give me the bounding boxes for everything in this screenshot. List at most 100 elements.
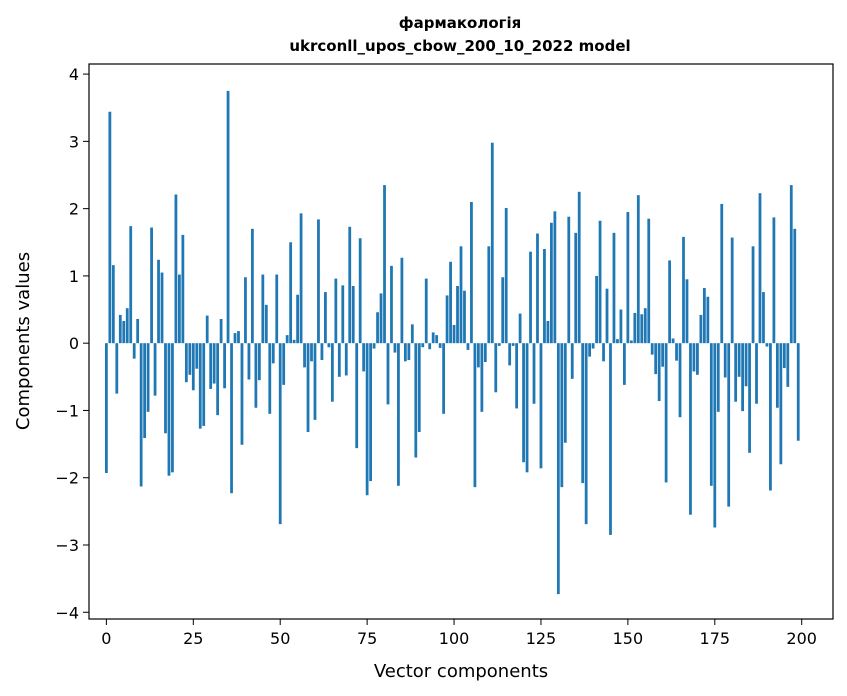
bar-88 [410, 324, 414, 344]
bar-12 [146, 343, 150, 412]
bar-32 [216, 343, 220, 416]
bar-96 [438, 343, 442, 348]
bar-64 [327, 343, 331, 348]
bar-84 [397, 343, 400, 486]
bar-0 [104, 343, 108, 474]
bar-40 [244, 277, 247, 344]
bar-45 [261, 274, 265, 344]
bar-93 [428, 343, 432, 350]
bar-141 [595, 275, 598, 344]
bar-30 [209, 343, 213, 389]
bar-186 [751, 246, 755, 344]
bar-190 [765, 343, 769, 347]
bar-17 [164, 343, 167, 434]
bar-130 [556, 343, 560, 595]
bar-69 [344, 343, 348, 376]
bar-68 [341, 285, 345, 344]
bar-139 [588, 343, 592, 357]
bar-176 [716, 343, 720, 412]
x-tick-label: 25 [183, 629, 203, 648]
bar-55 [296, 294, 299, 344]
bar-153 [636, 195, 640, 344]
bar-11 [143, 343, 147, 439]
bar-170 [696, 343, 699, 375]
bar-100 [452, 325, 456, 344]
x-axis-label: Vector components [374, 661, 548, 682]
bar-29 [205, 315, 209, 344]
chart-title: фармакологія [399, 14, 522, 32]
bar-167 [685, 279, 689, 344]
bar-119 [518, 313, 522, 344]
bar-53 [289, 242, 293, 344]
bar-128 [550, 222, 553, 344]
bar-151 [629, 340, 633, 344]
bar-156 [647, 218, 651, 344]
bar-164 [675, 343, 678, 361]
bar-123 [532, 343, 536, 404]
bar-72 [355, 343, 359, 449]
bar-177 [720, 203, 724, 344]
bar-126 [543, 249, 546, 344]
bar-154 [640, 314, 644, 344]
bar-54 [292, 339, 296, 344]
bar-118 [515, 343, 519, 409]
bar-78 [376, 312, 379, 344]
bar-171 [699, 314, 703, 344]
bar-112 [494, 343, 498, 393]
bar-106 [473, 343, 477, 488]
bar-99 [449, 261, 452, 344]
x-tick-label: 175 [700, 629, 731, 648]
bar-160 [661, 343, 665, 367]
bar-193 [775, 343, 779, 408]
x-tick-label: 0 [101, 629, 111, 648]
bar-124 [536, 233, 539, 344]
bar-31 [212, 343, 216, 384]
bar-22 [181, 234, 185, 344]
bar-80 [383, 185, 386, 344]
bar-6 [125, 308, 129, 344]
bar-76 [369, 343, 372, 482]
bar-33 [219, 318, 223, 344]
bar-191 [769, 343, 772, 491]
bar-94 [431, 332, 435, 344]
bar-62 [320, 343, 324, 360]
bar-79 [379, 293, 383, 344]
bar-14 [153, 343, 157, 396]
bar-9 [136, 318, 140, 344]
y-axis-ticks: −4 −3 −2 −1 0 1 2 3 4 [55, 65, 89, 622]
bar-37 [233, 333, 237, 344]
bar-166 [682, 236, 685, 344]
bar-27 [198, 343, 202, 429]
bar-35 [226, 90, 230, 344]
bar-143 [602, 343, 605, 362]
x-axis-ticks: 0 25 50 75 100 125 150 175 200 [101, 619, 817, 648]
bar-182 [737, 343, 741, 377]
bar-47 [268, 343, 272, 414]
bar-189 [762, 292, 765, 344]
bar-121 [525, 343, 529, 473]
bar-198 [793, 228, 797, 344]
bar-129 [553, 211, 557, 344]
x-tick-label: 200 [786, 629, 817, 648]
bar-50 [278, 343, 282, 525]
bar-36 [230, 343, 233, 494]
bar-180 [730, 237, 734, 344]
bar-73 [358, 238, 362, 344]
y-tick-label: −4 [55, 603, 79, 622]
bar-4 [118, 314, 122, 344]
x-tick-label: 150 [613, 629, 644, 648]
x-tick-label: 75 [357, 629, 377, 648]
y-tick-label: 3 [69, 132, 79, 151]
plot-frame [88, 63, 834, 620]
bar-120 [522, 343, 525, 463]
bar-43 [254, 343, 258, 408]
bar-136 [577, 191, 581, 344]
x-tick-label: 50 [270, 629, 290, 648]
bar-83 [393, 343, 397, 353]
bar-74 [362, 343, 366, 372]
bar-1 [108, 111, 112, 344]
bar-16 [160, 272, 164, 344]
bar-116 [508, 343, 512, 366]
bar-49 [275, 274, 279, 344]
